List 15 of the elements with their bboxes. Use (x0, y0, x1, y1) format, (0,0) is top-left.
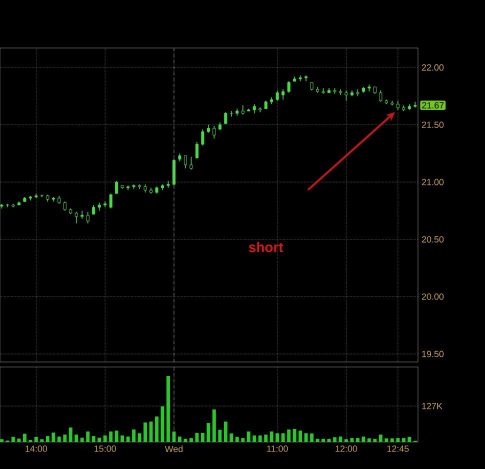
x-tick-label: Wed (164, 446, 183, 452)
x-tick-label: 15:00 (94, 446, 116, 452)
y-tick-label: 20.50 (422, 236, 444, 243)
y-tick-label: 127K (422, 402, 442, 410)
x-tick-label: 12:45 (387, 446, 409, 452)
y-tick-label: 21.50 (422, 122, 444, 128)
x-tick-label: 14:00 (26, 446, 48, 452)
annotation: short (248, 242, 284, 252)
y-tick-label: 20.00 (422, 294, 444, 300)
x-tick-label: 11:00 (267, 446, 288, 452)
y-tick-label: 21.00 (422, 178, 444, 186)
x-tick-label: 12:00 (336, 446, 358, 452)
y-tick-label: 19.50 (422, 350, 444, 358)
y-tick-label: 22.00 (422, 64, 444, 71)
annotation: 21.67 (422, 102, 444, 108)
